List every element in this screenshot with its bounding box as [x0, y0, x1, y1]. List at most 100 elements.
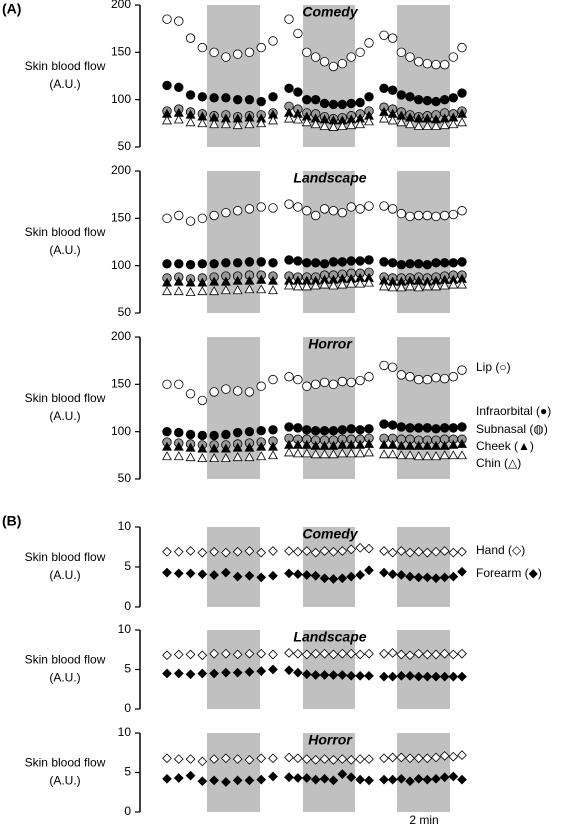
- data-point: [319, 573, 330, 584]
- data-point: [355, 542, 365, 553]
- data-point: [396, 260, 407, 270]
- data-point: [268, 285, 278, 295]
- data-point: [448, 671, 459, 682]
- data-point: [422, 121, 433, 131]
- data-point: [355, 649, 365, 660]
- data-point: [355, 774, 365, 785]
- data-point: [431, 546, 441, 557]
- data-point: [209, 443, 220, 453]
- data-point: [319, 449, 330, 459]
- data-point: [319, 377, 330, 388]
- data-point: [185, 117, 196, 127]
- panel-title: Landscape: [293, 629, 366, 645]
- data-point: [284, 199, 294, 209]
- data-point: [364, 255, 374, 265]
- data-point: [439, 751, 450, 761]
- legend-entry: Hand (◇): [476, 543, 525, 557]
- y-axis-label: Skin blood flow: [25, 391, 106, 405]
- data-point: [244, 47, 255, 58]
- data-point: [328, 379, 339, 390]
- data-point: [405, 547, 415, 558]
- data-point: [405, 450, 415, 460]
- data-point: [284, 752, 294, 763]
- data-point: [379, 419, 389, 429]
- data-point: [220, 285, 231, 295]
- data-point: [173, 568, 184, 579]
- data-point: [319, 57, 330, 67]
- data-point: [355, 448, 366, 458]
- data-point: [162, 441, 172, 451]
- y-tick-label: 50: [118, 471, 132, 485]
- data-point: [268, 275, 278, 285]
- data-point: [185, 568, 196, 579]
- data-point: [292, 448, 303, 458]
- data-point: [457, 648, 467, 659]
- y-tick-label: 150: [111, 211, 131, 225]
- data-point: [328, 775, 339, 786]
- data-point: [209, 119, 220, 129]
- data-point: [268, 546, 278, 556]
- data-point: [439, 648, 450, 659]
- data-point: [310, 754, 321, 765]
- data-point: [396, 90, 407, 100]
- data-point: [174, 16, 184, 26]
- data-point: [302, 381, 312, 391]
- y-tick-label: 50: [118, 305, 132, 319]
- data-point: [284, 546, 294, 556]
- data-point: [396, 670, 407, 681]
- data-point: [232, 775, 243, 786]
- data-point: [346, 571, 357, 582]
- data-point: [431, 451, 441, 461]
- stimulus-period: [303, 171, 355, 313]
- data-point: [457, 279, 467, 289]
- data-point: [457, 42, 467, 53]
- y-axis-label: (A.U.): [49, 774, 80, 788]
- data-point: [244, 546, 255, 556]
- data-point: [319, 670, 330, 680]
- data-point: [457, 774, 467, 785]
- y-tick-label: 200: [111, 163, 131, 177]
- data-point: [448, 439, 459, 449]
- data-point: [364, 775, 374, 786]
- data-point: [422, 95, 433, 106]
- data-point: [302, 258, 312, 268]
- section-label: (B): [2, 513, 21, 529]
- data-point: [346, 424, 356, 434]
- data-point: [185, 216, 196, 226]
- data-point: [457, 750, 467, 760]
- data-point: [174, 210, 184, 221]
- data-point: [413, 546, 424, 557]
- data-point: [221, 429, 231, 440]
- data-point: [197, 395, 208, 406]
- data-point: [173, 451, 184, 461]
- data-point: [284, 568, 294, 579]
- y-tick-label: 150: [111, 377, 131, 391]
- data-point: [355, 47, 365, 58]
- legend-entry: Cheek (▲): [476, 439, 534, 453]
- data-point: [346, 278, 357, 288]
- data-point: [346, 202, 356, 212]
- data-point: [209, 387, 219, 397]
- data-point: [173, 276, 184, 286]
- data-point: [197, 547, 208, 558]
- data-point: [162, 14, 172, 24]
- data-point: [346, 544, 357, 555]
- data-point: [162, 668, 172, 679]
- data-point: [301, 754, 312, 764]
- data-point: [220, 453, 231, 463]
- data-point: [244, 667, 255, 677]
- data-point: [185, 389, 196, 399]
- data-point: [448, 52, 459, 62]
- data-point: [346, 648, 357, 659]
- data-point: [328, 670, 339, 680]
- panel-title: Landscape: [293, 170, 366, 186]
- data-point: [256, 648, 267, 659]
- data-point: [328, 280, 339, 290]
- panel-title: Horror: [308, 336, 353, 352]
- y-axis-label: (A.U.): [49, 409, 80, 423]
- data-point: [413, 440, 424, 450]
- data-point: [396, 440, 407, 450]
- data-point: [185, 442, 196, 452]
- data-point: [405, 423, 415, 433]
- data-point: [379, 449, 389, 459]
